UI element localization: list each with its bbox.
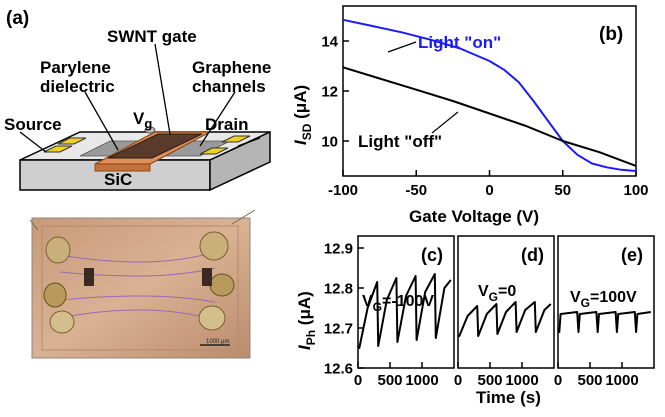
y-tick-label: 12.6 bbox=[324, 360, 353, 377]
y-tick-label: 14 bbox=[321, 33, 338, 50]
photo-chip-outline bbox=[41, 225, 239, 351]
x-tick-label: -100 bbox=[328, 182, 358, 199]
panel-b-xlabel: Gate Voltage (V) bbox=[409, 207, 539, 226]
drain-contact-2 bbox=[221, 135, 251, 143]
source-contact-2 bbox=[57, 137, 87, 145]
panel-a-schematic: (a) SWNT gate Parylene dielectric Graphe… bbox=[4, 8, 271, 192]
panel-b-chart: -100 -50 0 50 100 10 12 14 (b) Light "on" Light… bbox=[291, 5, 649, 226]
panel-label-c: (c) bbox=[421, 245, 443, 265]
panel-d-chart: 0 500 1000 (d) VG=0 bbox=[454, 235, 555, 389]
parylene-pointer bbox=[84, 91, 119, 151]
x-tick-label: -50 bbox=[405, 182, 427, 199]
x-tick-label: 50 bbox=[554, 182, 571, 199]
label-source: Source bbox=[4, 115, 62, 134]
photo-dark-contact-left bbox=[84, 268, 94, 286]
panel-d-frame bbox=[457, 235, 555, 369]
panel-c-chart: 0 500 1000 12.6 12.7 12.8 12.9 (c) VG=-100V bbox=[324, 235, 455, 389]
panel-b-series bbox=[342, 18, 637, 172]
legend-light-off-pointer bbox=[431, 111, 459, 134]
series-line-1 bbox=[342, 66, 637, 167]
y-tick-label: 12 bbox=[321, 83, 338, 100]
source-contact-1 bbox=[43, 145, 73, 153]
gate-probe bbox=[144, 126, 156, 134]
panel-c-frame bbox=[357, 235, 455, 369]
swnt-gate bbox=[107, 133, 203, 159]
panel-label-e: (e) bbox=[621, 245, 643, 265]
panel-c-annotation: VG=-100V bbox=[362, 293, 434, 314]
device-photo: 1000 μm bbox=[29, 209, 256, 359]
panel-c-ticks: 0 500 1000 12.6 12.7 12.8 12.9 bbox=[324, 240, 439, 389]
time-xlabel: Time (s) bbox=[476, 388, 541, 407]
panel-b-ticks: -100 -50 0 50 100 10 12 14 bbox=[321, 33, 648, 199]
y-tick-label: 12.7 bbox=[324, 320, 353, 337]
x-tick-label: 0 bbox=[554, 372, 562, 389]
photo-wires bbox=[29, 209, 256, 231]
photo-dark-contact-right bbox=[202, 268, 212, 286]
series-line-0 bbox=[357, 273, 452, 349]
x-tick-label: 100 bbox=[623, 182, 648, 199]
label-vg: Vg bbox=[133, 109, 152, 131]
photo-scale-bar-label: 1000 μm bbox=[206, 339, 229, 345]
x-tick-label: 1000 bbox=[605, 372, 638, 389]
label-sic: SiC bbox=[104, 170, 132, 189]
series-line-0 bbox=[458, 301, 552, 337]
series-line-0 bbox=[558, 311, 651, 333]
drain-contact-1 bbox=[199, 147, 229, 155]
label-drain: Drain bbox=[205, 115, 248, 134]
legend-light-on-pointer bbox=[387, 41, 417, 53]
label-graphene-1: Graphene bbox=[192, 58, 271, 77]
legend-light-off: Light "off" bbox=[358, 132, 442, 151]
panel-c-series bbox=[357, 273, 452, 349]
label-graphene-2: channels bbox=[192, 77, 266, 96]
graphene-pointer bbox=[199, 91, 236, 147]
panel-e-ticks: 0 500 1000 bbox=[554, 362, 639, 389]
y-tick-label: 10 bbox=[321, 133, 338, 150]
x-tick-label: 0 bbox=[454, 372, 462, 389]
label-parylene-1: Parylene bbox=[40, 58, 111, 77]
panel-label-d: (d) bbox=[521, 245, 544, 265]
x-tick-label: 500 bbox=[377, 372, 402, 389]
panel-e-series bbox=[558, 311, 651, 333]
panel-label-a: (a) bbox=[6, 8, 29, 29]
photo-gold-pads bbox=[43, 231, 235, 334]
x-tick-label: 500 bbox=[577, 372, 602, 389]
series-line-0 bbox=[342, 18, 637, 172]
panel-d-annotation: VG=0 bbox=[478, 283, 516, 304]
drain-pointer bbox=[237, 137, 261, 147]
source-pointer bbox=[19, 131, 47, 153]
x-tick-label: 0 bbox=[354, 372, 362, 389]
panel-e-frame bbox=[557, 235, 655, 369]
y-tick-label: 12.8 bbox=[324, 280, 353, 297]
panel-d-series bbox=[458, 301, 552, 337]
panel-b-ylabel: ISD (μA) bbox=[291, 85, 314, 145]
swnt-pointer bbox=[154, 43, 171, 135]
x-tick-label: 500 bbox=[477, 372, 502, 389]
label-parylene-2: dielectric bbox=[40, 77, 115, 96]
photo-traces bbox=[59, 251, 216, 321]
panel-label-b: (b) bbox=[599, 24, 623, 45]
x-tick-label: 1000 bbox=[405, 372, 438, 389]
parylene-edge bbox=[94, 163, 151, 172]
iph-ylabel: IPh (μA) bbox=[295, 291, 318, 350]
panel-e-chart: 0 500 1000 (e) VG=100V bbox=[554, 235, 655, 389]
x-tick-label: 0 bbox=[485, 182, 493, 199]
legend-light-on: Light "on" bbox=[418, 33, 501, 52]
panel-d-ticks: 0 500 1000 bbox=[454, 362, 539, 389]
x-tick-label: 1000 bbox=[505, 372, 538, 389]
y-tick-label: 12.9 bbox=[324, 240, 353, 257]
panel-e-annotation: VG=100V bbox=[570, 289, 637, 310]
label-swnt-gate: SWNT gate bbox=[107, 27, 197, 46]
